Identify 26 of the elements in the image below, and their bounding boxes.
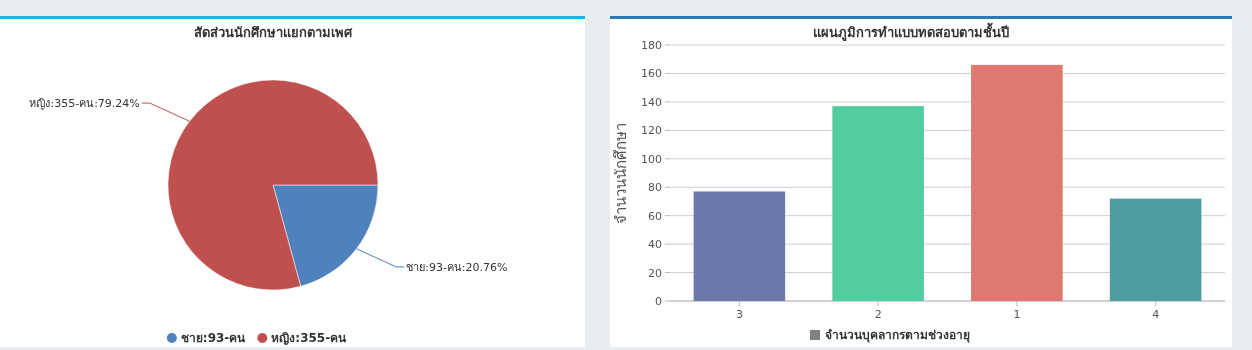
- chart-title: สัดส่วนนักศึกษาแยกตามเพศ: [193, 25, 353, 40]
- y-tick-label: 100: [641, 152, 662, 166]
- y-tick-label: 0: [655, 295, 662, 308]
- data-label: หญิง:355-คน:79.24%: [29, 97, 140, 111]
- bar: [971, 64, 1063, 301]
- x-tick-label: 2: [874, 308, 882, 321]
- text: จำนวนบุคลากรตามช่วงอายุ: [825, 328, 970, 343]
- x-tick-label: 3: [735, 308, 743, 321]
- bar: [693, 191, 786, 301]
- y-tick-label: 40: [648, 238, 662, 252]
- y-tick-label: 80: [648, 181, 662, 195]
- bar: [832, 106, 924, 301]
- x-tick-label: 4: [1152, 308, 1160, 321]
- legend-label: ชาย:93-คน: [180, 331, 247, 345]
- y-tick-label: 20: [648, 266, 662, 280]
- y-tick-label: 160: [641, 67, 662, 81]
- bar: [1109, 198, 1202, 301]
- y-tick-label: 140: [641, 95, 662, 109]
- y-tick-label: 180: [641, 39, 662, 52]
- chart-title: แผนภูมิการทำแบบทดสอบตามชั้นปี: [813, 22, 1009, 41]
- legend-label: หญิง:355-คน: [271, 331, 348, 345]
- y-axis-title: จำนวนนักศึกษา: [612, 122, 630, 224]
- data-label: ชาย:93-คน:20.76%: [406, 260, 508, 274]
- y-tick-label: 60: [648, 209, 662, 223]
- x-tick-label: 1: [1013, 308, 1021, 321]
- y-tick-label: 120: [641, 124, 662, 138]
